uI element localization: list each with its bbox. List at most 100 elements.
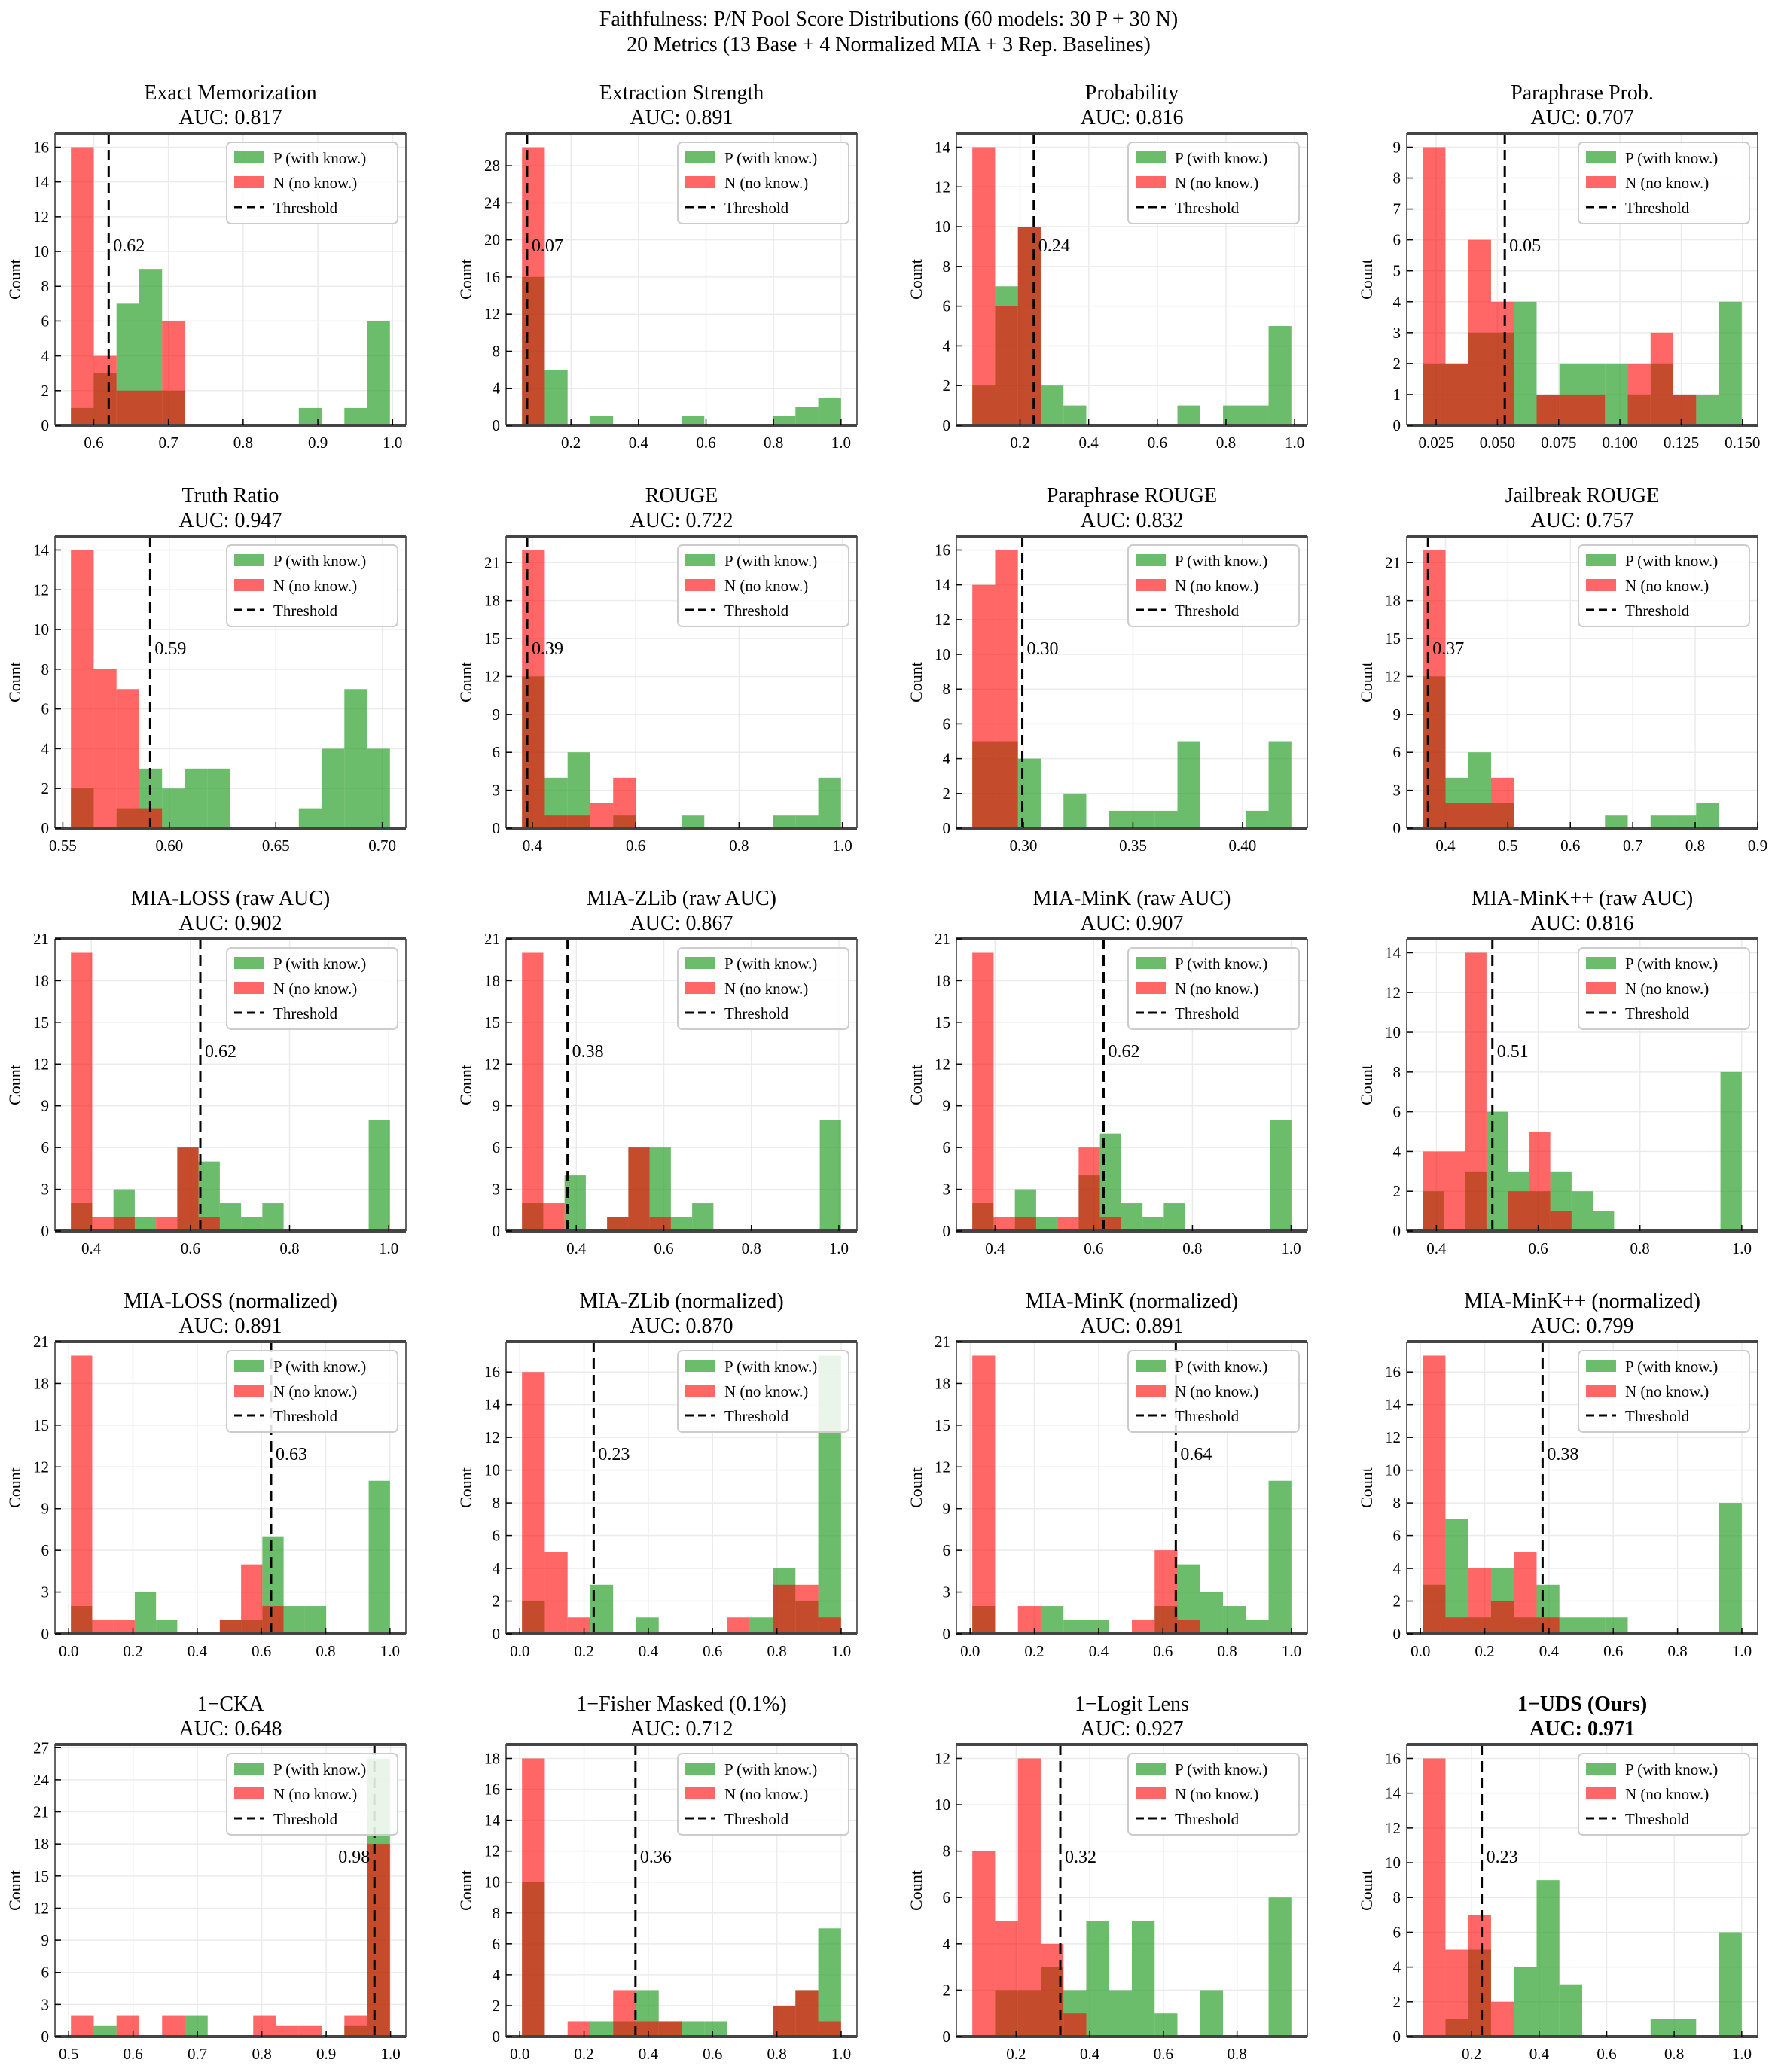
y-tick-label: 4 (1393, 1958, 1401, 1976)
legend-label-n: N (no know.) (724, 1785, 808, 1803)
legend-label-n: N (no know.) (1175, 577, 1258, 595)
bar-n (1468, 1568, 1491, 1634)
bar-p (1223, 1606, 1246, 1634)
y-tick-label: 3 (943, 1181, 951, 1199)
y-tick-label: 6 (943, 715, 951, 733)
bar-p (682, 416, 705, 425)
bar-p (1605, 1617, 1628, 1634)
bar-p (162, 788, 185, 828)
y-tick-label: 8 (1393, 1888, 1401, 1906)
threshold-label: 0.23 (1487, 1848, 1518, 1867)
legend-box (677, 947, 849, 1030)
y-tick-label: 1 (1393, 385, 1401, 404)
bar-p (1177, 405, 1200, 425)
bar-n (522, 952, 544, 1231)
bar-n (567, 2021, 590, 2037)
legend-label-threshold: Threshold (273, 1810, 338, 1828)
x-tick-label: 0.4 (1080, 2045, 1100, 2063)
legend-label-p: P (with know.) (1175, 149, 1267, 167)
legend: P (with know.) N (no know.) Threshold (226, 947, 398, 1030)
y-tick-label: 18 (33, 1835, 49, 1853)
y-tick-label: 14 (484, 1396, 501, 1414)
y-axis-label: Count (456, 662, 475, 702)
x-tick-label: 1.0 (1285, 434, 1304, 452)
bar-p (1720, 1071, 1742, 1231)
legend-label-p: P (with know.) (273, 1760, 366, 1778)
bar-n (1536, 1617, 1560, 1634)
bar-n (649, 1217, 671, 1231)
y-tick-label: 2 (943, 1981, 951, 1999)
y-tick-label: 14 (33, 173, 50, 191)
legend-label-p: P (with know.) (724, 149, 817, 167)
legend-box (1578, 142, 1750, 224)
bar-p (241, 1217, 263, 1231)
bar-p (1200, 1990, 1224, 2037)
legend-label-p: P (with know.) (1625, 955, 1718, 973)
y-tick-label: 0 (493, 416, 501, 434)
bar-n (298, 2025, 322, 2037)
bar-p (1673, 2019, 1697, 2037)
panel-title: 1−UDS (Ours) (1517, 1693, 1647, 1716)
x-tick-label: 0.4 (1079, 434, 1099, 452)
y-tick-label: 16 (484, 1781, 500, 1799)
x-tick-label: 0.075 (1541, 434, 1576, 452)
histogram-panel: 0.32 0.2 0.4 0.6 0.8 0 2 4 6 8 10 12 Count 1−Logit Le… (907, 1693, 1308, 2063)
bar-p (1514, 1967, 1537, 2037)
bars (972, 550, 1292, 828)
bar-n (1490, 777, 1514, 828)
bar-n (995, 306, 1018, 425)
legend-label-p: P (with know.) (724, 1357, 817, 1376)
bar-p (1719, 301, 1742, 425)
y-tick-label: 0 (1393, 416, 1401, 434)
y-tick-label: 21 (935, 930, 950, 948)
x-tick-label: 0.0 (960, 1642, 980, 1660)
bar-n (116, 2015, 139, 2037)
bar-n (613, 1990, 636, 2037)
y-tick-label: 10 (33, 242, 49, 261)
y-tick-label: 12 (33, 580, 49, 599)
legend-label-n: N (no know.) (1625, 980, 1709, 998)
bars (71, 1355, 390, 1634)
x-tick-label: 1.0 (829, 1239, 849, 1257)
bar-p (1650, 2019, 1674, 2037)
y-tick-label: 21 (33, 1803, 49, 1821)
bar-n (367, 1844, 390, 2037)
y-tick-label: 14 (1385, 1396, 1401, 1414)
y-axis-label: Count (907, 1870, 926, 1911)
y-axis-label: Count (907, 662, 926, 702)
legend-box (1127, 544, 1300, 627)
bar-n (1177, 1620, 1200, 1634)
bar-n (1465, 952, 1487, 1231)
legend: P (with know.) N (no know.) Threshold (677, 544, 849, 627)
legend-label-n: N (no know.) (1175, 1382, 1258, 1400)
y-tick-label: 3 (41, 1583, 50, 1601)
histogram-grid: 0.620.6 0.7 0.8 0.9 1.00246810121416CountExa… (5, 81, 1767, 2063)
legend-swatch-n (685, 176, 715, 188)
legend-label-threshold: Threshold (724, 1407, 789, 1425)
x-tick-label: 1.0 (1732, 1642, 1752, 1660)
histogram-panel: 0.38 0.0 0.2 0.4 0.6 0.8 1.0 0 2 4 6 8 10 12 14 16 Count… (1357, 1290, 1758, 1660)
legend-label-threshold: Threshold (1175, 1407, 1240, 1425)
panel-title: MIA-MinK++ (raw AUC) (1472, 887, 1693, 910)
x-tick-label: 0.6 (626, 836, 645, 855)
y-tick-label: 15 (33, 1013, 49, 1031)
histogram-panel: 0.59 0.55 0.60 0.65 0.70 0 2 4 6 8 10 12 14 Count Trut… (5, 484, 407, 855)
legend-box (677, 142, 849, 224)
legend-label-p: P (with know.) (273, 1357, 366, 1376)
bar-n (995, 550, 1018, 828)
legend: P (with know.) N (no know.) Threshold (1127, 142, 1300, 224)
threshold-label: 0.63 (276, 1445, 307, 1464)
x-tick-label: 0.7 (188, 2045, 207, 2063)
x-tick-label: 0.4 (81, 1239, 102, 1257)
legend-swatch-p (234, 554, 264, 566)
threshold-label: 0.62 (205, 1042, 236, 1062)
x-tick-label: 0.9 (308, 434, 328, 452)
x-tick-label: 0.40 (1229, 836, 1257, 855)
bar-p (298, 808, 322, 828)
y-tick-label: 10 (935, 218, 950, 236)
x-tick-label: 0.2 (123, 1642, 142, 1660)
bar-n (773, 1584, 796, 1634)
bar-n (1445, 363, 1468, 425)
bar-n (613, 777, 636, 828)
bar-p (1154, 2013, 1178, 2037)
